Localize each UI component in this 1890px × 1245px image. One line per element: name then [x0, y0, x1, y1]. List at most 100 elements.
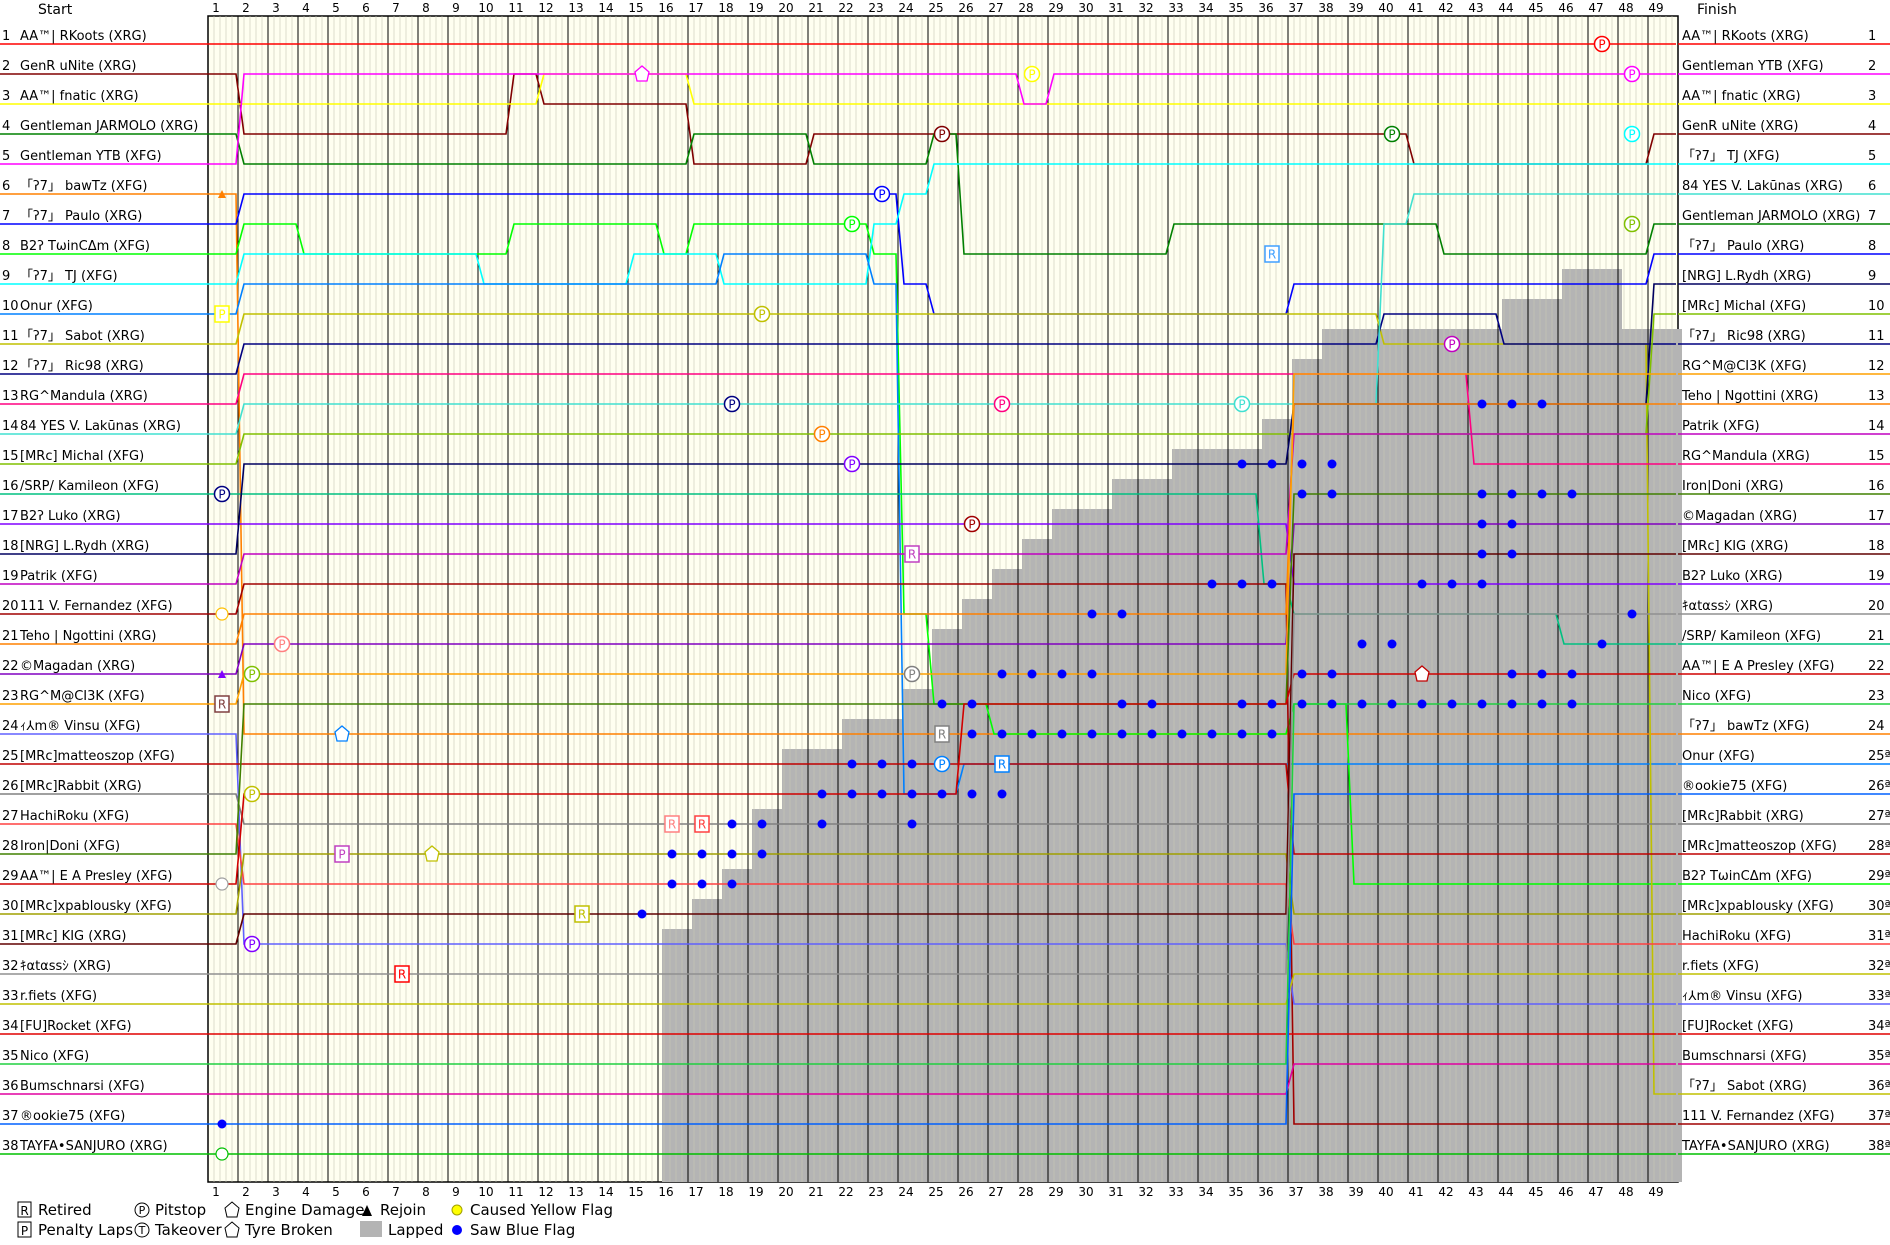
- series-line: [0, 823, 1676, 945]
- blue-flag-dot: [1237, 459, 1247, 469]
- lapped-bar-lap-41: [1412, 329, 1442, 1182]
- pitstop-marker: [843, 215, 861, 233]
- pitstop-glyph: P: [248, 668, 255, 682]
- blue-flag-dot: [1267, 699, 1277, 709]
- engine-damage-marker: [334, 725, 350, 742]
- retired-glyph: R: [938, 728, 946, 742]
- legend-label: Lapped: [388, 1221, 443, 1239]
- pitstop-marker: [1233, 395, 1251, 413]
- blue-flag-dot: [1477, 399, 1487, 409]
- lapped-bar-lap-46: [1562, 269, 1592, 1182]
- start-position-number: 13: [2, 389, 19, 404]
- blue-flag-dot: [997, 729, 1007, 739]
- finish-position-number: 29ª: [1868, 869, 1890, 884]
- blue-flag-dot: [817, 789, 827, 799]
- start-driver-label: HachiRoku (XFG): [20, 809, 129, 824]
- blue-flag-dot: [907, 789, 917, 799]
- retired-marker: [214, 695, 230, 713]
- finish-position-number: 23: [1868, 689, 1885, 704]
- finish-position-number: 1: [1868, 29, 1876, 44]
- pitstop-marker: [903, 665, 921, 683]
- finish-position-number: 20: [1868, 599, 1885, 614]
- lap-number-top-47: 47: [1588, 1, 1603, 15]
- legend-swatch-circle: [134, 1222, 150, 1238]
- lap-number-bottom-26: 26: [958, 1185, 973, 1199]
- blue-flag-dot: [997, 789, 1007, 799]
- pitstop-glyph: P: [1238, 398, 1245, 412]
- blue-flag-dot: [1507, 549, 1517, 559]
- finish-position-number: 25ª: [1868, 749, 1890, 764]
- finish-position-number: 37ª: [1868, 1109, 1890, 1124]
- finish-driver-label: GenR uNite (XRG): [1682, 119, 1798, 134]
- finish-position-number: 31ª: [1868, 929, 1890, 944]
- blue-flag-dot: [1477, 699, 1487, 709]
- start-driver-label: TAYFA•SANJURO (XRG): [19, 1139, 168, 1154]
- lap-grid: 1122334455667788991010111112121313141415…: [207, 1, 1673, 1199]
- pitstop-marker: [873, 185, 891, 203]
- blue-flag-dot: [1297, 699, 1307, 709]
- finish-driver-label: ©Magadan (XRG): [1682, 509, 1797, 524]
- blue-flag-dot: [1267, 459, 1277, 469]
- lapped-bar-lap-44: [1502, 299, 1532, 1182]
- start-driver-label: ©Magadan (XRG): [20, 659, 135, 674]
- lapped-bar-lap-34: [1202, 449, 1232, 1182]
- blue-flag-dot: [1417, 699, 1427, 709]
- pitstop-marker: [813, 425, 831, 443]
- pitstop-glyph: P: [848, 218, 855, 232]
- lapped-bar-lap-31: [1112, 479, 1142, 1182]
- series-line: [0, 373, 1676, 705]
- engine-damage-marker: [634, 65, 650, 82]
- pitstop-glyph: P: [1028, 68, 1035, 82]
- start-position-number: 33: [2, 989, 19, 1004]
- legend-swatch-box: [17, 1201, 32, 1218]
- series-line: [0, 1063, 1676, 1095]
- lap-number-bottom-42: 42: [1438, 1185, 1453, 1199]
- engine-damage-marker: [1414, 665, 1430, 682]
- blue-flag-dot: [1147, 699, 1157, 709]
- lap-number-bottom-20: 20: [778, 1185, 793, 1199]
- penalty-marker: [214, 305, 230, 323]
- start-driver-label: Iron|Doni (XFG): [20, 839, 120, 854]
- retired-glyph: R: [698, 818, 706, 832]
- lap-number-top-10: 10: [478, 1, 493, 15]
- lap-number-top-29: 29: [1048, 1, 1063, 15]
- pitstop-glyph: P: [908, 668, 915, 682]
- lap-number-top-32: 32: [1138, 1, 1153, 15]
- lapped-bar-lap-22: [842, 719, 872, 1182]
- start-position-number: 15: [2, 449, 19, 464]
- start-driver-label: 「ʔ7」 bawTz (XFG): [20, 179, 147, 194]
- pitstop-marker: [933, 125, 951, 143]
- lapped-bar-lap-28: [1022, 539, 1052, 1182]
- blue-flag-dot: [667, 879, 677, 889]
- start-driver-label: RG^Mandula (XRG): [20, 389, 148, 404]
- blue-flag-dot: [1207, 579, 1217, 589]
- start-driver-label: AA™| fnatic (XRG): [20, 89, 139, 104]
- start-driver-label: B2ʔ Luko (XRG): [20, 509, 121, 524]
- retired-marker: [664, 815, 680, 833]
- series-line: [0, 313, 1676, 1095]
- start-driver-label: /SRP/ Kamileon (XFG): [20, 479, 159, 494]
- start-driver-label: Gentleman JARMOLO (XRG): [20, 119, 198, 134]
- finish-position-number: 12: [1868, 359, 1885, 374]
- lap-number-bottom-46: 46: [1558, 1185, 1573, 1199]
- lap-number-top-45: 45: [1528, 1, 1543, 15]
- pitstop-glyph: P: [968, 518, 975, 532]
- start-position-number: 22: [2, 659, 19, 674]
- lap-number-bottom-21: 21: [808, 1185, 823, 1199]
- lap-number-bottom-16: 16: [658, 1185, 673, 1199]
- blue-flag-dot: [1237, 579, 1247, 589]
- finish-position-number: 6: [1868, 179, 1876, 194]
- series-line: [0, 73, 1676, 105]
- blue-flag-dot: [697, 849, 707, 859]
- pitstop-glyph: P: [818, 428, 825, 442]
- finish-position-number: 21: [1868, 629, 1885, 644]
- lap-number-top-27: 27: [988, 1, 1003, 15]
- lap-number-top-3: 3: [272, 1, 280, 15]
- finish-driver-label: B2ʔ TωinCΔm (XFG): [1682, 869, 1812, 884]
- retired-glyph: R: [908, 548, 916, 562]
- position-lines: [0, 43, 1890, 1155]
- legend-swatch-lapped: [360, 1221, 382, 1237]
- finish-driver-label: [MRc]matteoszop (XFG): [1682, 839, 1837, 854]
- start-driver-label: GenR uNite (XRG): [20, 59, 136, 74]
- lap-number-top-20: 20: [778, 1, 793, 15]
